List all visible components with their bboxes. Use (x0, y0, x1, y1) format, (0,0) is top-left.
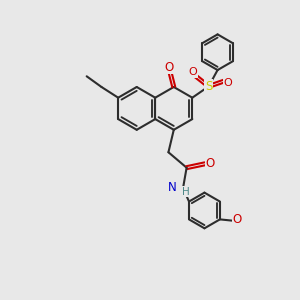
Text: N: N (168, 182, 176, 194)
Text: S: S (205, 80, 212, 93)
Text: O: O (206, 157, 215, 170)
Text: H: H (182, 187, 190, 196)
Text: O: O (233, 213, 242, 226)
Text: O: O (223, 78, 232, 88)
Text: O: O (188, 67, 197, 77)
Text: O: O (165, 61, 174, 74)
